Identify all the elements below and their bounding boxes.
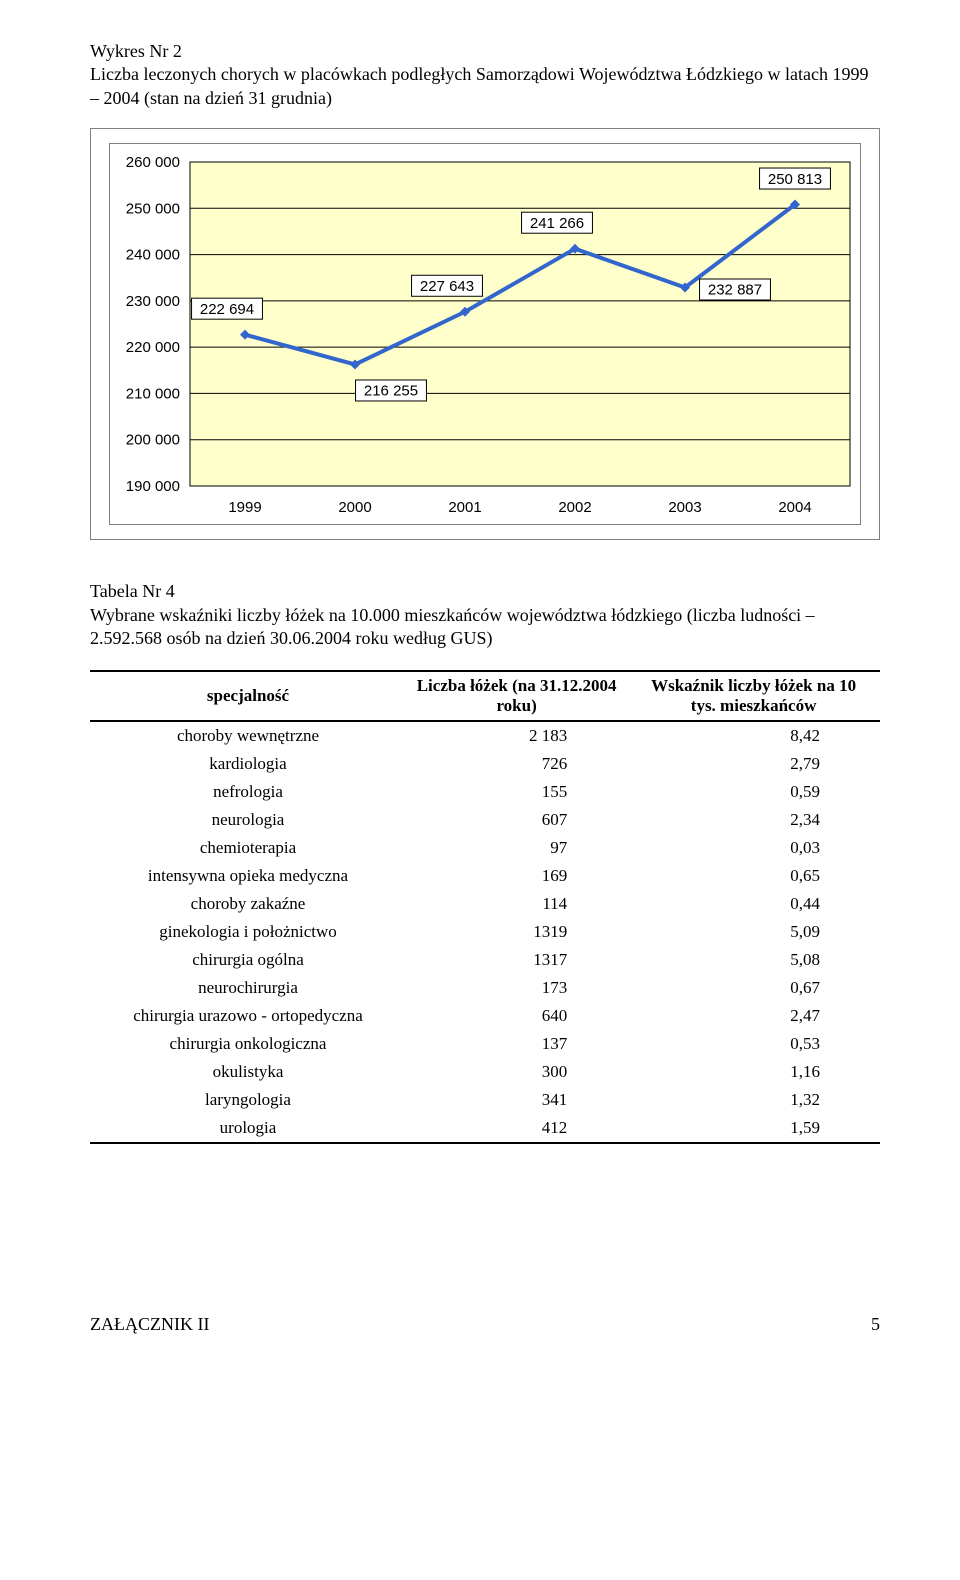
cell-beds: 300 [406,1058,627,1086]
svg-text:1999: 1999 [228,499,261,516]
svg-text:260 000: 260 000 [126,154,180,171]
table-row: chirurgia onkologiczna1370,53 [90,1030,880,1058]
svg-text:2002: 2002 [558,499,591,516]
cell-beds: 607 [406,806,627,834]
cell-specialty: ginekologia i położnictwo [90,918,406,946]
cell-specialty: nefrologia [90,778,406,806]
cell-beds: 173 [406,974,627,1002]
cell-indicator: 0,53 [627,1030,880,1058]
cell-specialty: chirurgia onkologiczna [90,1030,406,1058]
table-row: neurologia6072,34 [90,806,880,834]
table-row: ginekologia i położnictwo13195,09 [90,918,880,946]
svg-text:216 255: 216 255 [364,383,418,400]
table-row: urologia4121,59 [90,1114,880,1143]
svg-text:2000: 2000 [338,499,371,516]
svg-text:2003: 2003 [668,499,701,516]
cell-specialty: neurologia [90,806,406,834]
svg-text:220 000: 220 000 [126,339,180,356]
cell-beds: 97 [406,834,627,862]
cell-specialty: neurochirurgia [90,974,406,1002]
cell-specialty: kardiologia [90,750,406,778]
cell-specialty: laryngologia [90,1086,406,1114]
svg-text:241 266: 241 266 [530,215,584,232]
svg-text:232 887: 232 887 [708,282,762,299]
table-header-row: specjalność Liczba łóżek (na 31.12.2004 … [90,671,880,721]
table-row: choroby zakaźne1140,44 [90,890,880,918]
cell-indicator: 8,42 [627,721,880,750]
line-chart: 190 000 200 000 210 000 220 000 230 000 240 0… [109,143,861,525]
svg-text:190 000: 190 000 [126,478,180,495]
svg-text:227 643: 227 643 [420,278,474,295]
table-row: chemioterapia970,03 [90,834,880,862]
cell-indicator: 0,59 [627,778,880,806]
cell-beds: 2 183 [406,721,627,750]
cell-specialty: chirurgia ogólna [90,946,406,974]
footer-right: 5 [871,1314,880,1335]
cell-indicator: 1,16 [627,1058,880,1086]
cell-beds: 114 [406,890,627,918]
table-row: choroby wewnętrzne2 1838,42 [90,721,880,750]
cell-indicator: 0,03 [627,834,880,862]
cell-specialty: chemioterapia [90,834,406,862]
svg-text:240 000: 240 000 [126,247,180,264]
cell-specialty: choroby wewnętrzne [90,721,406,750]
chart-heading-line2: Liczba leczonych chorych w placówkach po… [90,64,868,107]
chart-heading: Wykres Nr 2 Liczba leczonych chorych w p… [90,40,880,110]
svg-text:250 813: 250 813 [768,171,822,188]
col-header-indicator: Wskaźnik liczby łóżek na 10 tys. mieszka… [627,671,880,721]
cell-specialty: choroby zakaźne [90,890,406,918]
chart-heading-line1: Wykres Nr 2 [90,41,182,61]
svg-text:2004: 2004 [778,499,811,516]
svg-text:222 694: 222 694 [200,301,254,318]
cell-beds: 640 [406,1002,627,1030]
cell-beds: 1319 [406,918,627,946]
cell-specialty: chirurgia urazowo - ortopedyczna [90,1002,406,1030]
cell-specialty: okulistyka [90,1058,406,1086]
cell-indicator: 2,47 [627,1002,880,1030]
cell-beds: 726 [406,750,627,778]
svg-text:2001: 2001 [448,499,481,516]
cell-indicator: 0,65 [627,862,880,890]
table-heading-line1: Tabela Nr 4 [90,581,175,601]
page-footer: ZAŁĄCZNIK II 5 [90,1314,880,1335]
cell-beds: 341 [406,1086,627,1114]
chart-container: 190 000 200 000 210 000 220 000 230 000 240 0… [90,128,880,540]
table-heading-line2: Wybrane wskaźniki liczby łóżek na 10.000… [90,605,815,648]
table-row: kardiologia7262,79 [90,750,880,778]
cell-indicator: 5,08 [627,946,880,974]
cell-indicator: 1,59 [627,1114,880,1143]
cell-beds: 155 [406,778,627,806]
svg-text:230 000: 230 000 [126,293,180,310]
table-row: chirurgia urazowo - ortopedyczna6402,47 [90,1002,880,1030]
cell-indicator: 2,79 [627,750,880,778]
table-row: okulistyka3001,16 [90,1058,880,1086]
cell-indicator: 5,09 [627,918,880,946]
cell-beds: 137 [406,1030,627,1058]
table-row: laryngologia3411,32 [90,1086,880,1114]
col-header-beds: Liczba łóżek (na 31.12.2004 roku) [406,671,627,721]
cell-beds: 169 [406,862,627,890]
col-header-specialty: specjalność [90,671,406,721]
table-heading: Tabela Nr 4 Wybrane wskaźniki liczby łóż… [90,580,880,650]
cell-indicator: 0,67 [627,974,880,1002]
data-table: specjalność Liczba łóżek (na 31.12.2004 … [90,670,880,1144]
cell-specialty: urologia [90,1114,406,1143]
svg-text:200 000: 200 000 [126,432,180,449]
table-row: intensywna opieka medyczna1690,65 [90,862,880,890]
cell-indicator: 0,44 [627,890,880,918]
svg-text:250 000: 250 000 [126,200,180,217]
table-row: chirurgia ogólna13175,08 [90,946,880,974]
table-row: nefrologia1550,59 [90,778,880,806]
footer-left: ZAŁĄCZNIK II [90,1314,209,1335]
cell-beds: 412 [406,1114,627,1143]
table-row: neurochirurgia1730,67 [90,974,880,1002]
svg-text:210 000: 210 000 [126,386,180,403]
cell-beds: 1317 [406,946,627,974]
cell-indicator: 1,32 [627,1086,880,1114]
cell-specialty: intensywna opieka medyczna [90,862,406,890]
cell-indicator: 2,34 [627,806,880,834]
